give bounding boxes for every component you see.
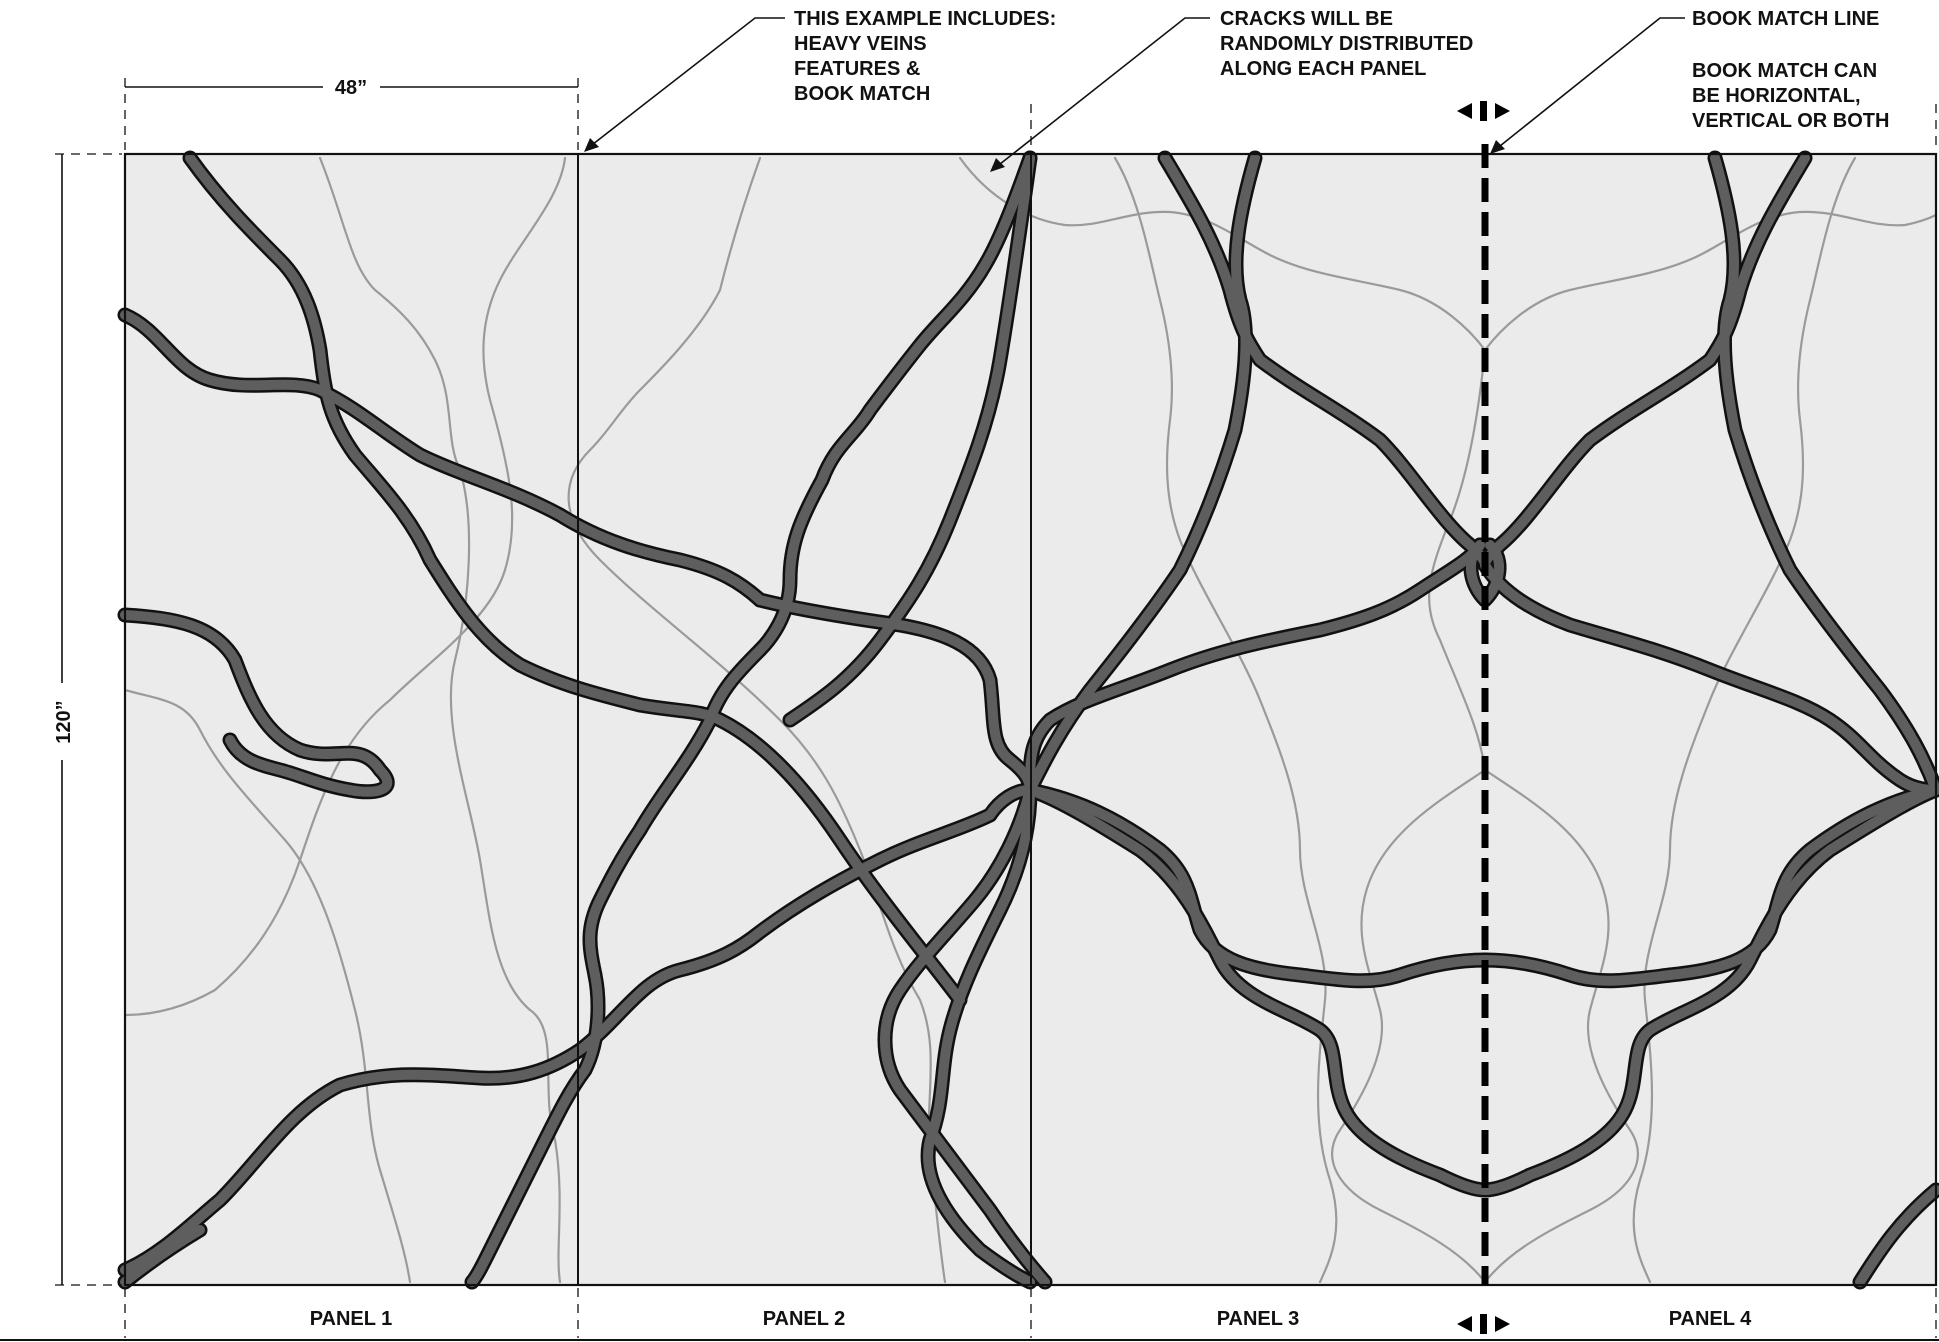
note-features-line-2: HEAVY VEINS bbox=[794, 33, 927, 55]
leader-features bbox=[584, 17, 785, 152]
note-features-line-1: THIS EXAMPLE INCLUDES: bbox=[794, 8, 1056, 30]
note-cracks: CRACKS WILL BE RANDOMLY DISTRIBUTED ALON… bbox=[1220, 8, 1473, 80]
panel-label-3: PANEL 3 bbox=[1217, 1308, 1300, 1330]
leader-book-match bbox=[1490, 17, 1685, 154]
note-features-line-4: BOOK MATCH bbox=[794, 83, 930, 105]
note-book-match-line: BOOK MATCH LINE bbox=[1692, 8, 1879, 30]
height-label: 120” bbox=[53, 700, 75, 743]
note-features: THIS EXAMPLE INCLUDES: HEAVY VEINS FEATU… bbox=[794, 8, 1056, 105]
note-book-match: BOOK MATCH LINE BOOK MATCH CAN BE HORIZO… bbox=[1692, 8, 1889, 132]
width-dimension: 48” bbox=[124, 77, 579, 150]
note-features-line-3: FEATURES & bbox=[794, 58, 920, 80]
panel-label-4: PANEL 4 bbox=[1669, 1308, 1752, 1330]
note-book-match-line-1: BOOK MATCH CAN bbox=[1692, 60, 1877, 82]
leader-cracks bbox=[990, 17, 1210, 172]
note-book-match-line-2: BE HORIZONTAL, bbox=[1692, 85, 1861, 107]
book-match-arrow-bottom bbox=[1457, 1314, 1510, 1334]
panel-label-2: PANEL 2 bbox=[763, 1308, 846, 1330]
book-match-arrow-top bbox=[1457, 101, 1510, 121]
note-cracks-line-3: ALONG EACH PANEL bbox=[1220, 58, 1426, 80]
width-label: 48” bbox=[335, 77, 367, 99]
note-cracks-line-1: CRACKS WILL BE bbox=[1220, 8, 1393, 30]
height-dimension: 120” bbox=[53, 153, 122, 1286]
note-book-match-line-3: VERTICAL OR BOTH bbox=[1692, 110, 1889, 132]
heavy-veins bbox=[117, 150, 1939, 1290]
panel-label-1: PANEL 1 bbox=[310, 1308, 393, 1330]
note-cracks-line-2: RANDOMLY DISTRIBUTED bbox=[1220, 33, 1473, 55]
